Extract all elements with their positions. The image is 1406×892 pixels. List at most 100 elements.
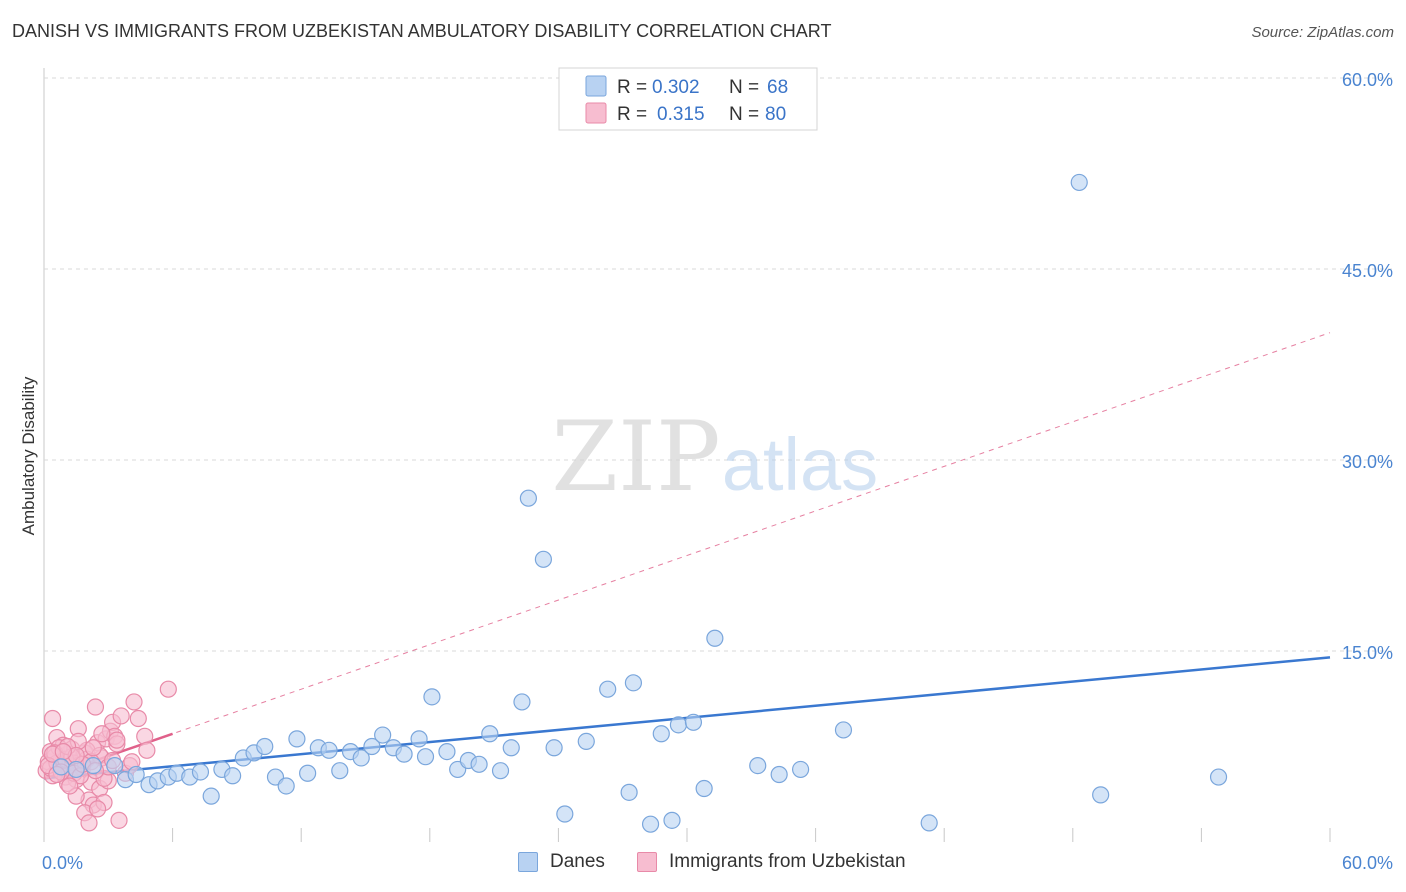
point-danes: [438, 742, 456, 761]
point-uzbekistan: [112, 707, 130, 725]
point-danes: [513, 693, 531, 711]
point-danes: [191, 763, 210, 781]
point-danes: [320, 741, 338, 759]
point-danes: [1209, 768, 1228, 786]
point-danes: [920, 814, 938, 832]
legend-n-label-danes: N =: [729, 77, 759, 98]
point-danes: [363, 737, 381, 756]
point-danes: [652, 725, 670, 743]
trendline-uzbekistan-dashed: [43, 332, 1331, 779]
point-danes: [374, 726, 392, 744]
point-danes: [202, 787, 220, 805]
point-danes: [519, 489, 537, 507]
chart-title: DANISH VS IMMIGRANTS FROM UZBEKISTAN AMB…: [12, 21, 832, 41]
trend-layer: [43, 332, 1331, 780]
legend-r-value-uzbekistan: 0.315: [657, 104, 705, 125]
point-danes: [641, 815, 660, 833]
point-danes: [416, 748, 435, 766]
point-danes: [534, 550, 552, 568]
legend-swatch-uzbekistan: [585, 102, 607, 124]
point-danes: [1092, 786, 1110, 804]
y-tick-label: 60.0%: [1342, 70, 1393, 90]
point-danes: [663, 811, 681, 829]
point-uzbekistan: [86, 698, 105, 716]
point-danes: [331, 762, 349, 780]
point-danes: [410, 730, 428, 748]
point-danes: [545, 739, 563, 757]
point-danes: [620, 783, 638, 801]
y-tick-label: 30.0%: [1342, 452, 1393, 472]
ticks-layer: 15.0% 30.0% 45.0% 60.0% 0.0% 60.0%: [42, 70, 1393, 873]
point-uzbekistan: [84, 739, 102, 757]
watermark-atlas: atlas: [722, 423, 878, 506]
legend-item-uzbekistan[interactable]: Immigrants from Uzbekistan: [637, 851, 906, 873]
point-danes: [470, 755, 488, 773]
y-tick-label: 45.0%: [1342, 261, 1393, 281]
point-uzbekistan: [125, 693, 143, 711]
point-danes: [599, 680, 617, 698]
point-danes: [1070, 173, 1088, 192]
point-danes: [491, 762, 510, 780]
legend-item-danes[interactable]: Danes: [518, 851, 605, 873]
legend-label-uzbekistan: Immigrants from Uzbekistan: [669, 851, 906, 872]
point-danes: [127, 765, 145, 784]
point-danes: [684, 713, 703, 731]
point-danes: [84, 756, 102, 775]
legend-swatch-uzbekistan-bottom: [637, 852, 657, 872]
point-danes: [791, 760, 810, 779]
point-uzbekistan: [61, 777, 79, 795]
source-label: Source: ZipAtlas.com: [1251, 24, 1394, 41]
point-danes: [502, 739, 520, 757]
point-uzbekistan: [80, 814, 98, 832]
point-danes: [669, 716, 688, 734]
point-uzbekistan: [138, 741, 156, 759]
legend-swatch-danes: [585, 75, 607, 97]
point-danes: [67, 760, 85, 779]
point-uzbekistan: [54, 742, 72, 761]
point-uzbekistan: [159, 680, 177, 698]
point-danes: [288, 730, 306, 748]
point-danes: [706, 629, 724, 647]
bottom-legend: Danes Immigrants from Uzbekistan: [0, 851, 1406, 879]
point-uzbekistan: [129, 709, 147, 728]
point-uzbekistan: [43, 709, 62, 728]
legend-r-label-danes: R =: [617, 77, 647, 98]
watermark: ZIP atlas: [551, 401, 878, 513]
point-danes: [624, 674, 643, 692]
point-uzbekistan: [108, 731, 126, 749]
point-danes: [352, 749, 370, 767]
legend-swatch-danes-bottom: [518, 852, 538, 872]
point-danes: [277, 777, 295, 795]
point-danes: [749, 756, 767, 775]
point-danes: [423, 688, 441, 706]
x-tick-label: 60.0%: [1342, 853, 1393, 873]
point-uzbekistan: [110, 811, 128, 829]
point-danes: [770, 765, 788, 784]
legend-r-label-uzbekistan: R =: [617, 104, 647, 125]
point-danes: [299, 764, 317, 782]
legend-n-value-danes: 68: [767, 77, 788, 98]
point-danes: [481, 725, 499, 743]
legend-r-value-danes: 0.302: [652, 77, 700, 98]
point-uzbekistan: [136, 727, 154, 745]
point-danes: [577, 732, 595, 751]
y-tick-label: 15.0%: [1342, 643, 1393, 663]
point-danes: [395, 745, 413, 763]
point-danes: [695, 779, 713, 798]
top-legend: R = 0.302 N = 68 R = 0.315 N = 80: [558, 67, 818, 131]
legend-label-danes: Danes: [550, 851, 605, 872]
x-tick-label: 0.0%: [42, 853, 83, 873]
points-layer: [37, 173, 1228, 833]
point-uzbekistan: [93, 725, 111, 743]
point-uzbekistan: [88, 800, 107, 818]
point-danes: [256, 737, 274, 756]
legend-n-label-uzbekistan: N =: [729, 104, 759, 125]
watermark-zip: ZIP: [551, 401, 720, 513]
point-danes: [224, 767, 242, 785]
point-danes: [834, 721, 853, 739]
point-danes: [52, 758, 70, 776]
legend-n-value-uzbekistan: 80: [765, 104, 786, 125]
point-danes: [106, 756, 124, 775]
point-danes: [556, 805, 574, 823]
